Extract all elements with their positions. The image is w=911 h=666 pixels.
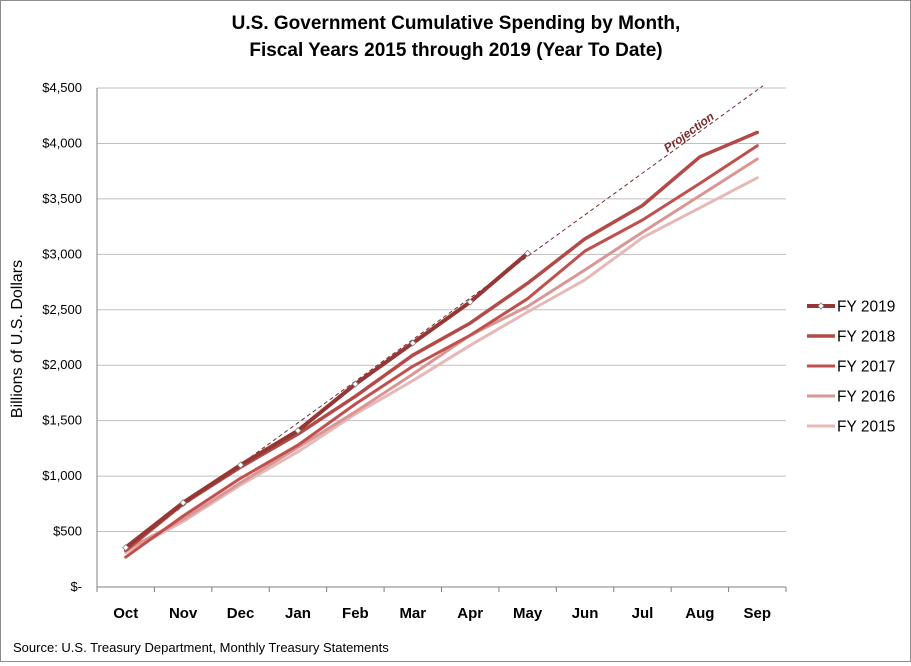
chart-title-line-1: U.S. Government Cumulative Spending by M… — [232, 13, 681, 34]
data-point-marker — [409, 339, 417, 347]
x-tick-label: Sep — [744, 605, 772, 622]
y-tick-label: $1,000 — [42, 468, 82, 483]
y-tick-label: $2,000 — [42, 357, 82, 372]
series-line-fy-2016 — [124, 157, 759, 552]
y-axis-label: Billions of U.S. Dollars — [9, 260, 26, 418]
y-tick-label: $4,500 — [42, 80, 82, 95]
x-tick-label: Jul — [632, 605, 654, 622]
data-point-marker — [294, 427, 302, 435]
data-point-marker — [179, 499, 187, 507]
series-lines — [122, 130, 760, 559]
chart-title-line-2: Fiscal Years 2015 through 2019 (Year To … — [249, 40, 662, 61]
legend-label-fy-2016: FY 2016 — [837, 389, 895, 406]
source-note: Source: U.S. Treasury Department, Monthl… — [13, 640, 389, 655]
projection-dashed-line — [125, 85, 764, 549]
x-tick-label: Feb — [342, 605, 369, 622]
x-axis-ticks: Oct Nov Dec Jan Feb Mar Apr May Jun Jul Aug Sep — [96, 587, 787, 622]
series-line-fy-2018 — [123, 130, 760, 553]
legend-marker — [817, 302, 825, 310]
x-tick-label: Nov — [169, 605, 198, 622]
y-axis-ticks: $- $500 $1,000 $1,500 $2,000 $2,500 $3,000 $3,5… — [42, 80, 82, 594]
legend-label-fy-2019: FY 2019 — [837, 299, 895, 316]
x-tick-label: Dec — [227, 605, 255, 622]
x-tick-label: May — [513, 605, 543, 622]
legend-label-fy-2018: FY 2018 — [837, 329, 895, 346]
projection-label: Projection — [661, 109, 717, 155]
legend: FY 2019 FY 2018 FY 2017 FY 2016 FY 2015 — [807, 299, 895, 436]
y-tick-label: $2,500 — [42, 302, 82, 317]
x-tick-label: Mar — [399, 605, 426, 622]
x-tick-label: Aug — [685, 605, 714, 622]
data-point-marker — [122, 544, 130, 552]
legend-label-fy-2015: FY 2015 — [837, 419, 895, 436]
y-tick-label: $3,000 — [42, 246, 82, 261]
y-tick-label: $4,000 — [42, 135, 82, 150]
y-tick-label: $1,500 — [42, 413, 82, 428]
x-tick-label: Jun — [572, 605, 599, 622]
series-line-fy-2019 — [123, 251, 530, 550]
data-point-marker — [524, 249, 532, 257]
data-point-marker — [466, 298, 474, 306]
series-line-fy-2017 — [124, 144, 759, 559]
legend-label-fy-2017: FY 2017 — [837, 359, 895, 376]
data-point-marker — [351, 380, 359, 388]
x-tick-label: Jan — [285, 605, 311, 622]
x-tick-label: Oct — [113, 605, 138, 622]
data-point-marker — [236, 461, 245, 469]
x-tick-label: Apr — [457, 605, 483, 622]
y-tick-label: $3,500 — [42, 191, 82, 206]
y-tick-label: $- — [70, 579, 82, 594]
y-tick-label: $500 — [53, 524, 82, 539]
series-line-fy-2015 — [124, 176, 759, 555]
